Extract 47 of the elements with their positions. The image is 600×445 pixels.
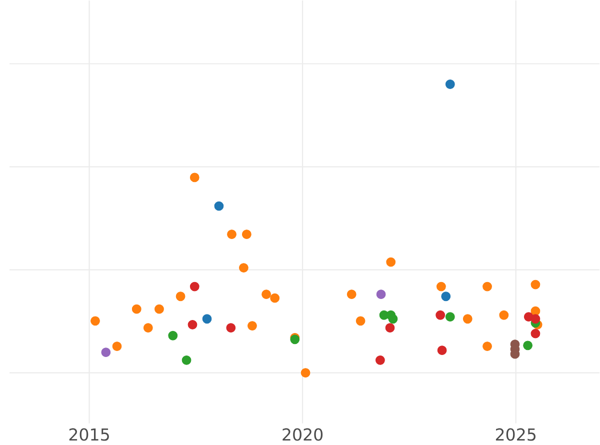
point: [386, 257, 396, 267]
point: [188, 320, 198, 330]
point: [154, 304, 164, 314]
point: [190, 172, 200, 182]
point: [436, 282, 446, 292]
point: [356, 316, 366, 326]
point: [248, 320, 257, 330]
point: [388, 314, 398, 324]
point: [385, 322, 395, 332]
point: [143, 322, 153, 332]
point: [530, 280, 540, 290]
point: [101, 347, 111, 357]
point: [182, 355, 192, 365]
point: [530, 306, 540, 316]
point: [190, 282, 200, 292]
point: [482, 282, 492, 292]
point: [436, 310, 446, 320]
point: [462, 314, 472, 324]
point: [238, 262, 248, 272]
point: [300, 368, 310, 378]
point: [437, 345, 447, 355]
point: [112, 341, 122, 351]
point: [482, 341, 492, 351]
point: [523, 340, 532, 350]
point: [242, 229, 252, 239]
point: [202, 314, 212, 324]
point: [214, 201, 224, 211]
point: [499, 310, 509, 320]
point: [226, 322, 236, 332]
point: [530, 314, 540, 324]
point: [530, 328, 540, 338]
point: [346, 289, 356, 299]
x-tick-label: 2015: [69, 428, 109, 441]
x-tick-label: 2025: [496, 428, 536, 441]
point: [90, 316, 100, 326]
point: [168, 330, 178, 340]
point: [270, 293, 280, 303]
point: [227, 229, 236, 239]
point: [262, 289, 271, 299]
point: [376, 289, 386, 299]
point: [441, 291, 451, 301]
point: [375, 355, 385, 365]
point: [445, 312, 455, 322]
point: [176, 291, 186, 301]
point: [132, 304, 142, 314]
point: [445, 79, 455, 89]
x-tick-label: 2020: [282, 428, 323, 441]
